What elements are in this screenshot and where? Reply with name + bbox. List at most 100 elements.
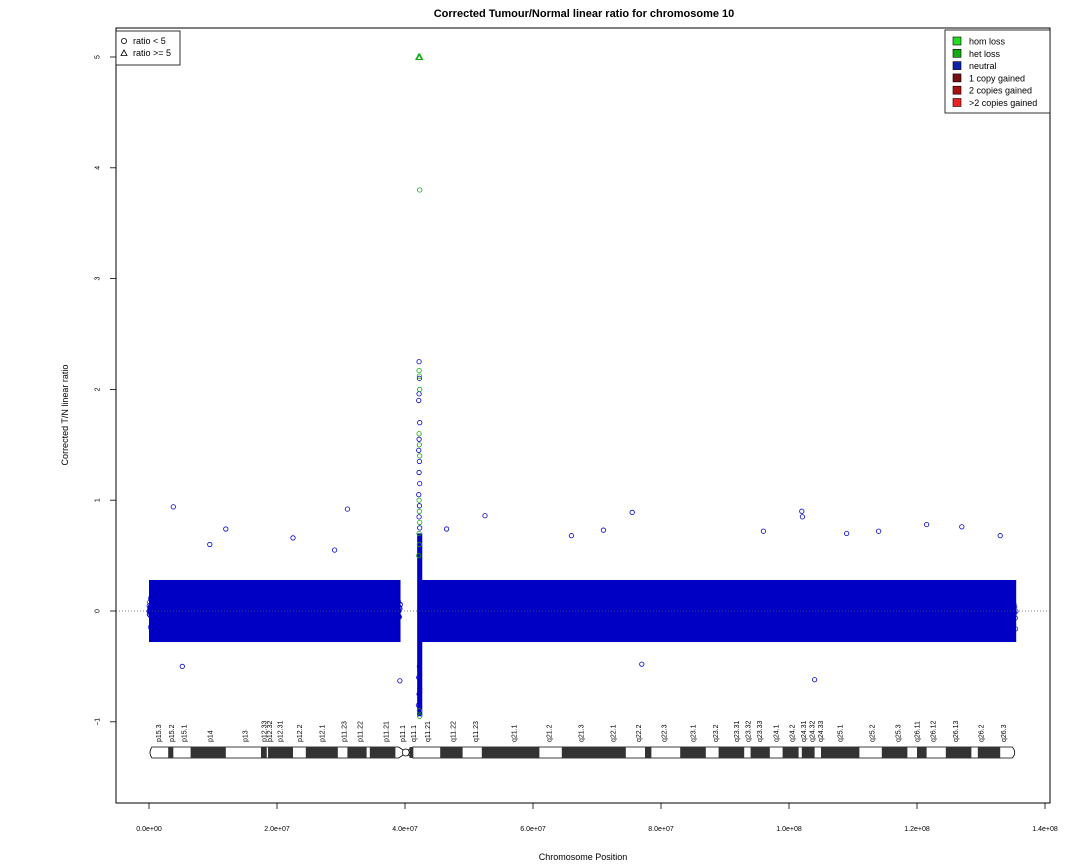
- y-axis: −1 0 1 2 3 4 5: [95, 55, 117, 726]
- x-axis-title: Chromosome Position: [539, 852, 628, 862]
- ideogram-band-label: q24.32: [810, 720, 817, 742]
- ideogram-band-label: q26.13: [953, 720, 960, 742]
- neutral-point: [843, 530, 850, 537]
- ideogram-band-label: q24.1: [774, 724, 781, 742]
- ideogram-dark-band: [561, 747, 626, 758]
- ideogram-dark-band: [718, 747, 745, 758]
- neutral-point: [415, 702, 422, 708]
- neutral-point: [417, 480, 423, 487]
- ideogram-dark-band: [750, 747, 770, 758]
- neutral-point: [417, 525, 423, 531]
- chromosome-ideogram: [149, 746, 1016, 759]
- ideogram-band-label: p14: [207, 730, 214, 742]
- neutral-point: [416, 514, 422, 520]
- plot-frame: [115, 27, 1051, 804]
- ideogram-dark-band: [481, 747, 540, 758]
- neutral-point: [799, 514, 806, 520]
- het_loss-point: [416, 367, 422, 374]
- neutral-point: [416, 503, 422, 509]
- data-points: [170, 53, 1003, 719]
- x-tick-label: 0.0e+00: [136, 826, 162, 833]
- neutral-point: [875, 528, 882, 534]
- ideogram-band-label: p12.33: [262, 720, 269, 742]
- x-tick-label: 2.0e+07: [264, 826, 290, 833]
- ideogram-dark-band: [268, 747, 293, 758]
- neutral-point: [416, 447, 422, 453]
- neutral-point: [416, 375, 422, 381]
- color-legend-swatch: [952, 36, 962, 46]
- het_loss-point: [416, 497, 422, 503]
- shape-legend: ratio < 5 ratio >= 5: [115, 30, 181, 66]
- neutral-point: [290, 535, 296, 541]
- y-tick-label: 5: [95, 55, 102, 59]
- y-tick-label: 2: [95, 387, 102, 391]
- ideogram-dark-band: [801, 747, 815, 758]
- ideogram-dark-band: [945, 747, 972, 758]
- neutral-point: [416, 691, 422, 697]
- het_loss-point: [417, 187, 423, 193]
- neutral-point: [568, 533, 575, 539]
- het_loss-point: [417, 453, 423, 459]
- neutral-point: [417, 420, 423, 426]
- neutral-point: [170, 504, 176, 510]
- neutral-point: [997, 533, 1003, 539]
- ideogram-band-label: q25.1: [838, 724, 845, 742]
- neutral-point: [416, 663, 422, 670]
- ideogram-band-label: q24.33: [818, 720, 825, 742]
- y-tick-label: 3: [95, 277, 102, 281]
- ideogram-band-label: p12.1: [319, 724, 326, 742]
- ideogram-band-label: p11.1: [400, 725, 407, 742]
- ratio-ge-5-point: [415, 53, 424, 60]
- y-tick-label: 0: [95, 609, 102, 613]
- het_loss-point: [417, 519, 423, 525]
- color-legend-label: hom loss: [969, 37, 1006, 47]
- ideogram-band-label: q26.12: [931, 720, 938, 742]
- x-tick-label: 1.0e+08: [776, 826, 802, 833]
- color-legend-label: >2 copies gained: [969, 98, 1037, 108]
- color-legend-box: [944, 29, 1051, 114]
- het_loss-point: [417, 386, 423, 392]
- color-legend-label: het loss: [969, 49, 1001, 59]
- ideogram-dark-band: [645, 747, 652, 758]
- ideogram-dark-band: [782, 747, 799, 758]
- het_loss-point: [417, 713, 423, 719]
- ideogram-band-label: p12.2: [297, 724, 304, 742]
- ideogram-band-label: q21.2: [547, 724, 554, 742]
- ideogram-band-label: p15.2: [169, 724, 176, 742]
- ideogram-dark-band: [190, 747, 226, 758]
- neutral-point: [416, 391, 422, 397]
- y-axis-title: Corrected T/N linear ratio: [60, 365, 70, 466]
- ideogram-band-label: q25.2: [870, 724, 877, 742]
- ideogram-dark-band: [821, 747, 860, 758]
- ideogram-dark-band: [261, 747, 267, 758]
- ideogram-dark-band: [369, 747, 396, 758]
- color-legend-label: 2 copies gained: [969, 86, 1032, 96]
- ideogram-dark-band: [977, 747, 1001, 758]
- neutral-point: [179, 663, 185, 670]
- het_loss-point: [416, 442, 422, 448]
- ideogram-band-label: p11.21: [383, 721, 390, 742]
- ideogram-band-label: p12.31: [278, 720, 285, 742]
- neutral-point: [811, 677, 818, 683]
- neutral-point: [416, 674, 422, 681]
- color-legend-swatch: [952, 73, 962, 83]
- triangle-legend-icon: [120, 49, 128, 56]
- ideogram-dark-band: [168, 747, 174, 758]
- neutral-point: [923, 521, 930, 528]
- ideogram-band-label: q11.23: [473, 721, 480, 742]
- ideogram-band-label: q11.1: [411, 725, 418, 742]
- ideogram-dark-band: [305, 747, 338, 758]
- neutral-point: [482, 513, 488, 519]
- ideogram-band-label: q23.32: [746, 720, 753, 742]
- ideogram-band-label: p12.32: [267, 720, 274, 742]
- ideogram-band-label: q24.31: [801, 720, 808, 742]
- x-tick-label: 6.0e+07: [520, 826, 546, 833]
- het_loss-point: [416, 431, 422, 437]
- ideogram-band-label: p15.3: [156, 724, 163, 742]
- ideogram-band-label: p11.23: [342, 721, 349, 742]
- ideogram-band-label: q23.31: [734, 720, 741, 742]
- ideogram-dark-band: [680, 747, 706, 758]
- ideogram-band-label: q11.22: [451, 721, 458, 742]
- y-tick-label: 1: [95, 498, 102, 502]
